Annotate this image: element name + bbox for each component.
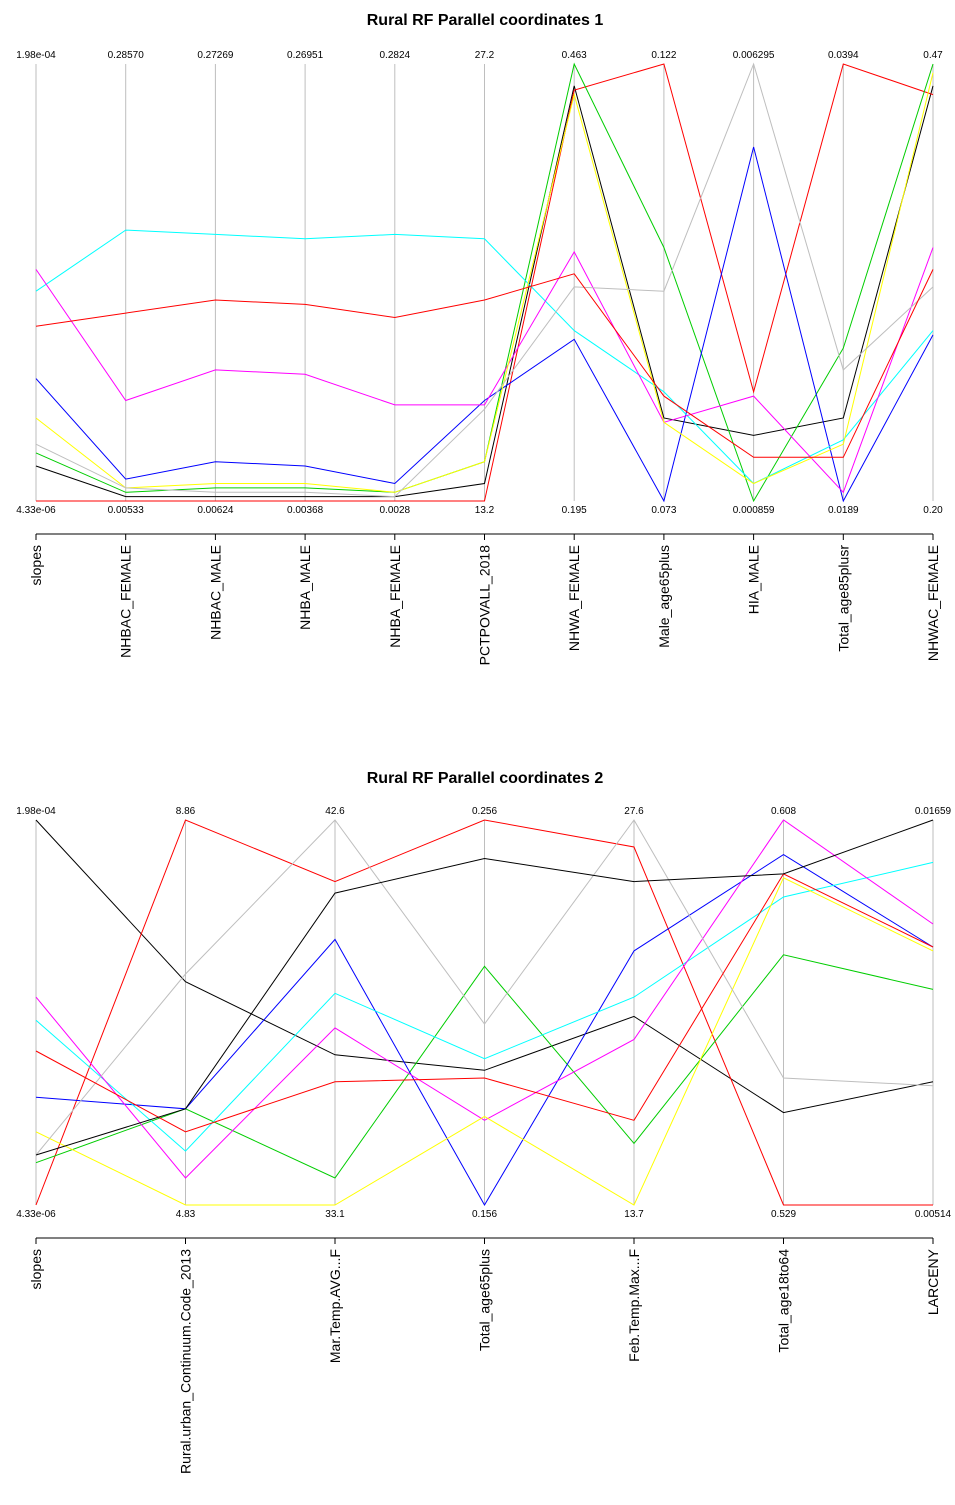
axis-min-label: 0.00368 bbox=[287, 505, 324, 516]
axis-min-label: 0.00514 bbox=[915, 1209, 952, 1220]
axis-name-label: Total_age85plusr bbox=[835, 545, 851, 652]
axis-name-label: slopes bbox=[28, 545, 44, 585]
series-line-5 bbox=[35, 861, 934, 1152]
axis-min-label: 0.529 bbox=[771, 1209, 796, 1220]
axis-max-label: 0.463 bbox=[562, 50, 587, 61]
chart-title: Rural RF Parallel coordinates 2 bbox=[367, 770, 604, 787]
series-line-6 bbox=[35, 819, 934, 1179]
axis-name-label: slopes bbox=[28, 1249, 44, 1289]
axis-max-label: 42.6 bbox=[325, 806, 345, 817]
axis-name-label: NHBA_FEMALE bbox=[387, 545, 403, 648]
axis-min-label: 4.83 bbox=[176, 1209, 196, 1220]
series-line-10 bbox=[35, 819, 934, 1156]
axis-max-label: 0.28570 bbox=[108, 50, 145, 61]
axis-name-label: Feb.Temp.Max...F bbox=[626, 1249, 642, 1362]
axis-name-label: LARCENY bbox=[925, 1248, 941, 1315]
series-line-7 bbox=[35, 877, 934, 1206]
chart-title: Rural RF Parallel coordinates 1 bbox=[367, 12, 604, 29]
axis-max-label: 0.26951 bbox=[287, 50, 324, 61]
axis-max-label: 0.006295 bbox=[733, 50, 775, 61]
axis-max-label: 0.2824 bbox=[380, 50, 411, 61]
axis-name-label: PCTPOVALL_2018 bbox=[477, 545, 493, 666]
axis-max-label: 1.98e-04 bbox=[16, 806, 56, 817]
series-line-8 bbox=[35, 819, 934, 1156]
axis-min-label: 0.000859 bbox=[733, 505, 775, 516]
axis-min-label: 0.0028 bbox=[380, 505, 411, 516]
panel-2: Rural RF Parallel coordinates 2 1.98e-04… bbox=[16, 770, 951, 1474]
axis-min-label: 33.1 bbox=[325, 1209, 345, 1220]
axis-name-label: Total_age65plus bbox=[477, 1249, 493, 1351]
axis-min-label: 4.33e-06 bbox=[16, 505, 56, 516]
axis-max-label: 0.122 bbox=[651, 50, 676, 61]
axis-max-label: 27.2 bbox=[475, 50, 495, 61]
series-line-1 bbox=[35, 819, 934, 1114]
axis-max-label: 0.47 bbox=[923, 50, 943, 61]
axis-name-label: Mar.Temp.AVG...F bbox=[327, 1249, 343, 1363]
series-line-2 bbox=[35, 819, 933, 1206]
axis-min-label: 13.7 bbox=[624, 1209, 644, 1220]
axis-max-label: 27.6 bbox=[624, 806, 644, 817]
axis-min-label: 4.33e-06 bbox=[16, 1209, 56, 1220]
axis-name-label: NHWA_FEMALE bbox=[566, 545, 582, 651]
panel-1: Rural RF Parallel coordinates 1 1.98e-04… bbox=[16, 12, 943, 665]
axis-name-label: NHBA_MALE bbox=[297, 545, 313, 630]
axis-min-label: 0.20 bbox=[923, 505, 943, 516]
axis-min-label: 0.00533 bbox=[108, 505, 145, 516]
axis-max-label: 0.01659 bbox=[915, 806, 952, 817]
axis-name-label: Rural.urban_Continuum.Code_2013 bbox=[178, 1249, 194, 1474]
series-line-5 bbox=[35, 229, 934, 485]
axis-name-label: NHBAC_MALE bbox=[207, 545, 223, 640]
axis-name-label: NHBAC_FEMALE bbox=[118, 545, 134, 658]
axis-min-label: 13.2 bbox=[475, 505, 495, 516]
axis-min-label: 0.073 bbox=[651, 505, 676, 516]
series-line-4 bbox=[35, 146, 934, 503]
axis-max-label: 8.86 bbox=[176, 806, 196, 817]
axis-min-label: 0.195 bbox=[562, 505, 587, 516]
series-line-8 bbox=[35, 62, 934, 498]
axis-name-label: Total_age18to64 bbox=[776, 1249, 792, 1353]
series-line-7 bbox=[35, 72, 934, 493]
series-line-2 bbox=[36, 63, 934, 502]
series-line-6 bbox=[35, 247, 934, 494]
axis-min-label: 0.156 bbox=[472, 1209, 497, 1220]
axis-max-label: 1.98e-04 bbox=[16, 50, 56, 61]
axis-max-label: 0.256 bbox=[472, 806, 497, 817]
axis-max-label: 0.0394 bbox=[828, 50, 859, 61]
axis-name-label: HIA_MALE bbox=[746, 545, 762, 614]
axis-min-label: 0.00624 bbox=[197, 505, 234, 516]
axis-max-label: 0.608 bbox=[771, 806, 796, 817]
axis-name-label: Male_age65plus bbox=[656, 545, 672, 648]
axis-min-label: 0.0189 bbox=[828, 505, 859, 516]
series-line-9 bbox=[35, 269, 934, 458]
series-line-1 bbox=[35, 85, 934, 498]
axis-max-label: 0.27269 bbox=[197, 50, 234, 61]
axis-name-label: NHWAC_FEMALE bbox=[925, 545, 941, 661]
